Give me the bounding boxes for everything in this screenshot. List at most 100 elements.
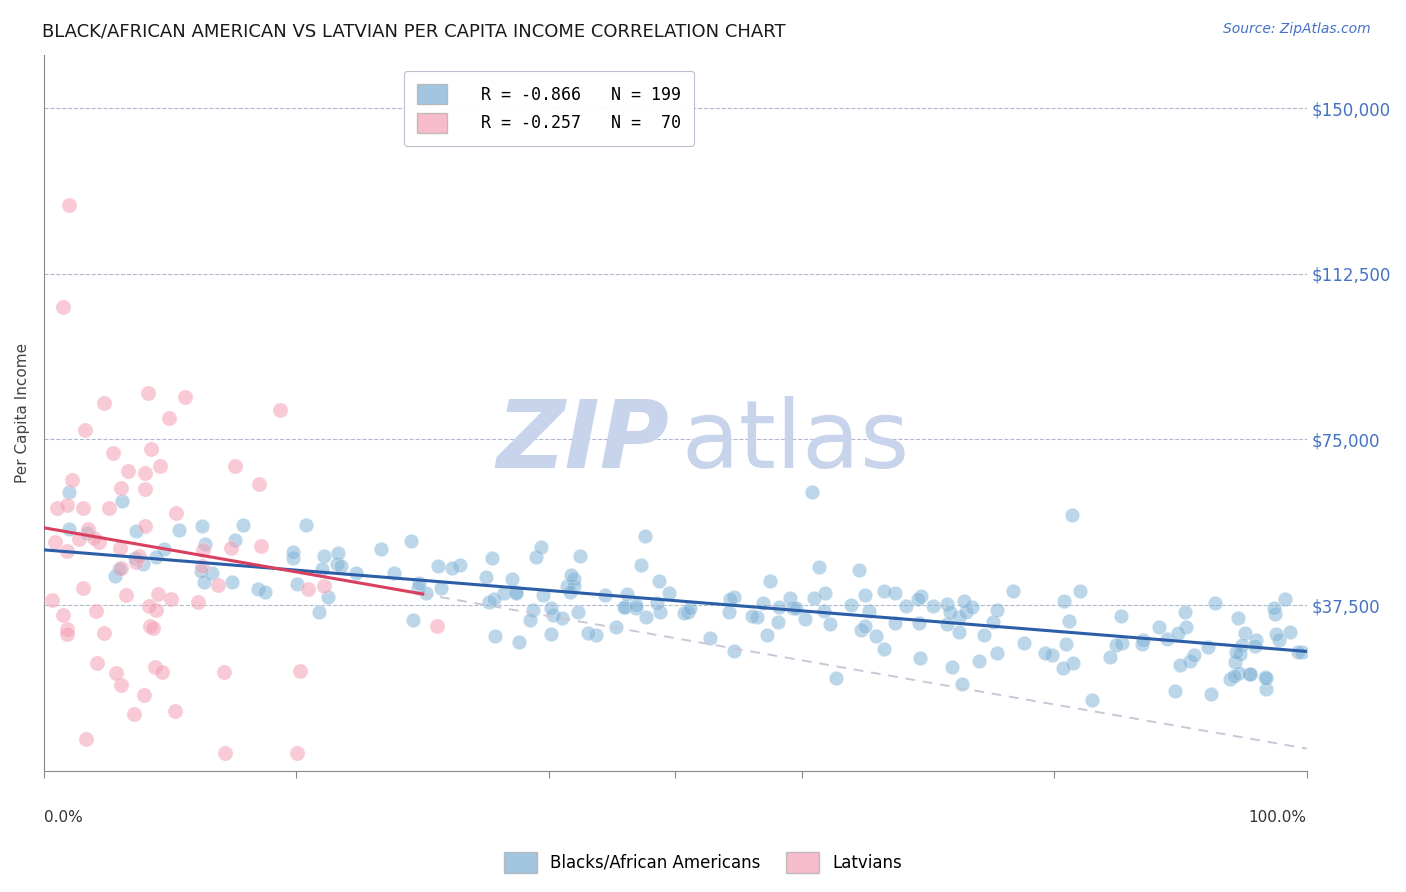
Point	[723, 590, 745, 604]
Point	[56, 622, 79, 636]
Point	[1052, 661, 1074, 675]
Point	[1147, 620, 1170, 634]
Point	[1254, 682, 1277, 697]
Point	[1053, 594, 1076, 608]
Point	[326, 558, 349, 572]
Point	[128, 549, 150, 563]
Point	[672, 606, 695, 620]
Point	[883, 586, 905, 600]
Point	[613, 600, 636, 615]
Point	[1178, 654, 1201, 668]
Point	[645, 596, 668, 610]
Point	[86, 656, 108, 670]
Point	[1239, 666, 1261, 681]
Point	[1222, 669, 1244, 683]
Point	[759, 574, 782, 588]
Point	[93, 626, 115, 640]
Point	[75, 731, 97, 746]
Point	[174, 390, 197, 404]
Point	[873, 583, 896, 598]
Point	[1109, 609, 1132, 624]
Point	[290, 664, 312, 678]
Point	[408, 576, 430, 591]
Point	[986, 602, 1008, 616]
Point	[593, 588, 616, 602]
Point	[110, 561, 132, 575]
Point	[562, 572, 585, 586]
Point	[530, 541, 553, 555]
Point	[1244, 633, 1267, 648]
Point	[948, 610, 970, 624]
Point	[430, 581, 453, 595]
Text: atlas: atlas	[682, 395, 910, 488]
Point	[508, 635, 530, 649]
Point	[110, 482, 132, 496]
Point	[1167, 626, 1189, 640]
Point	[148, 458, 170, 473]
Point	[83, 531, 105, 545]
Point	[1197, 640, 1219, 654]
Point	[224, 533, 246, 547]
Y-axis label: Per Capita Income: Per Capita Income	[15, 343, 30, 483]
Point	[814, 585, 837, 599]
Point	[910, 589, 932, 603]
Point	[793, 612, 815, 626]
Point	[221, 575, 243, 590]
Point	[921, 599, 943, 613]
Point	[540, 601, 562, 615]
Point	[221, 541, 243, 556]
Point	[191, 559, 214, 574]
Point	[883, 615, 905, 630]
Point	[382, 566, 405, 580]
Point	[111, 494, 134, 508]
Point	[67, 532, 90, 546]
Point	[1132, 632, 1154, 647]
Point	[1012, 636, 1035, 650]
Point	[143, 660, 166, 674]
Point	[849, 623, 872, 637]
Point	[283, 545, 305, 559]
Point	[326, 546, 349, 560]
Point	[551, 611, 574, 625]
Point	[650, 605, 672, 619]
Point	[1267, 633, 1289, 648]
Point	[824, 671, 846, 685]
Point	[973, 628, 995, 642]
Point	[630, 558, 652, 572]
Point	[839, 598, 862, 612]
Point	[207, 577, 229, 591]
Point	[415, 586, 437, 600]
Point	[658, 586, 681, 600]
Point	[873, 641, 896, 656]
Point	[1234, 626, 1257, 640]
Point	[1098, 649, 1121, 664]
Point	[1111, 636, 1133, 650]
Point	[1244, 639, 1267, 653]
Point	[103, 446, 125, 460]
Point	[1256, 671, 1278, 685]
Point	[314, 579, 336, 593]
Point	[212, 665, 235, 679]
Legend:   R = -0.866   N = 199,   R = -0.257   N =  70: R = -0.866 N = 199, R = -0.257 N = 70	[404, 70, 695, 146]
Point	[768, 600, 790, 615]
Point	[124, 555, 146, 569]
Point	[134, 466, 156, 480]
Point	[541, 607, 564, 622]
Point	[134, 482, 156, 496]
Point	[56, 627, 79, 641]
Point	[505, 586, 527, 600]
Point	[678, 601, 700, 615]
Point	[159, 592, 181, 607]
Point	[285, 577, 308, 591]
Point	[104, 569, 127, 583]
Point	[718, 605, 741, 619]
Point	[131, 557, 153, 571]
Point	[894, 599, 917, 614]
Point	[370, 541, 392, 556]
Point	[613, 599, 636, 614]
Point	[132, 688, 155, 702]
Point	[484, 629, 506, 643]
Point	[531, 588, 554, 602]
Point	[522, 603, 544, 617]
Point	[105, 665, 128, 680]
